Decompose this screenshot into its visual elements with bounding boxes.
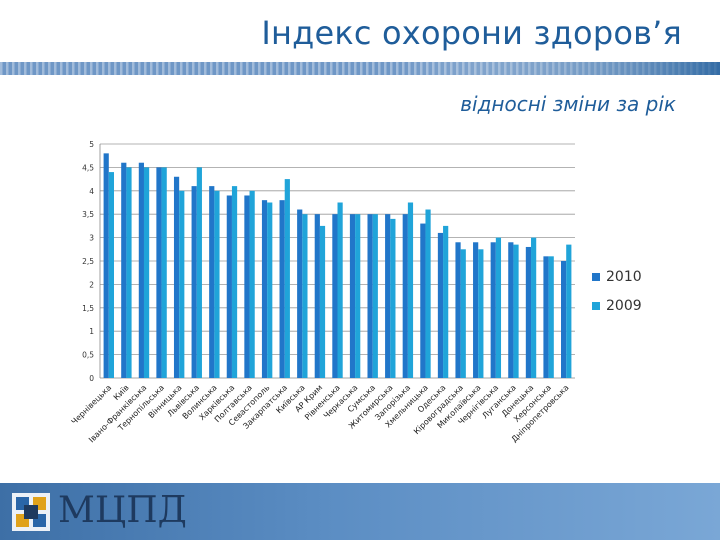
- chart-subtitle: відносні зміни за рік: [460, 92, 676, 116]
- bar-2009: [108, 172, 114, 378]
- y-tick-label: 3,5: [82, 210, 94, 219]
- bar-2009: [548, 256, 554, 378]
- slide-title: Індекс охорони здоров’я: [261, 14, 682, 52]
- bar-2010: [103, 153, 109, 378]
- bar-2010: [121, 162, 127, 378]
- y-tick-label: 4: [89, 187, 94, 196]
- bar-2009: [161, 167, 167, 378]
- bar-2010: [226, 195, 232, 378]
- bar-2010: [314, 214, 320, 378]
- bar-2009: [566, 244, 572, 378]
- logo-mark-icon: [12, 493, 50, 531]
- bar-2009: [495, 237, 502, 378]
- bars: [103, 153, 572, 378]
- bar-2009: [143, 167, 150, 378]
- bar-2010: [561, 261, 567, 378]
- bar-2009: [319, 225, 326, 378]
- bar-2009: [460, 249, 466, 378]
- bar-2009: [249, 190, 255, 378]
- bar-2010: [261, 200, 268, 378]
- bar-2010: [402, 214, 408, 378]
- bar-2009: [179, 190, 185, 378]
- bar-2009: [478, 249, 484, 378]
- legend-swatch: [592, 273, 600, 281]
- bar-2009: [355, 214, 361, 378]
- bar-2010: [490, 242, 496, 378]
- bar-2010: [543, 256, 549, 378]
- bar-2010: [191, 186, 197, 378]
- bar-2009: [372, 214, 378, 378]
- legend-label: 2009: [606, 298, 642, 314]
- bar-2009: [231, 186, 238, 378]
- bar-2010: [297, 209, 303, 378]
- bar-2010: [385, 214, 391, 378]
- bar-2010: [525, 246, 532, 378]
- bar-2010: [209, 186, 215, 378]
- bar-2010: [279, 200, 285, 378]
- footer-band: [0, 483, 720, 540]
- y-tick-label: 0,5: [82, 351, 94, 360]
- legend-label: 2010: [606, 269, 642, 285]
- legend: 2010 2009: [592, 269, 642, 314]
- bar-2009: [425, 209, 431, 378]
- bar-2009: [267, 202, 273, 378]
- bar-2010: [473, 242, 479, 378]
- bar-2010: [156, 167, 162, 378]
- bar-2010: [349, 214, 356, 378]
- bar-2010: [455, 242, 461, 378]
- bar-2010: [437, 232, 444, 378]
- bar-2009: [214, 190, 220, 378]
- bar-2010: [244, 195, 250, 378]
- bar-chart: 0 0,5 1 1,5 2 2,5 3 3,5 4 4,5 5 ЧернівецькаКиївІва…: [70, 140, 642, 445]
- x-tick-labels: ЧернівецькаКиївІвано-ФранківськаТернопіл…: [70, 383, 571, 445]
- y-tick-label: 1,5: [82, 304, 94, 313]
- y-tick-label: 2: [89, 280, 94, 289]
- y-tick-label: 3: [89, 234, 94, 243]
- bar-2010: [420, 223, 426, 378]
- y-tick-label: 4,5: [82, 163, 94, 172]
- bar-2009: [531, 237, 537, 378]
- bar-2009: [126, 167, 132, 378]
- bar-2009: [390, 218, 396, 378]
- bar-2010: [332, 214, 338, 378]
- bar-2009: [337, 202, 343, 378]
- logo: МЦПД: [12, 490, 187, 534]
- y-tick-label: 5: [89, 140, 94, 149]
- bar-2009: [443, 225, 449, 378]
- bar-2009: [302, 214, 308, 378]
- bar-2010: [508, 242, 514, 378]
- bar-2010: [367, 214, 373, 378]
- logo-text: МЦПД: [58, 490, 187, 531]
- bar-2010: [138, 162, 144, 378]
- y-tick-label: 0: [89, 374, 94, 383]
- bar-2009: [513, 244, 519, 378]
- bar-2009: [284, 179, 290, 378]
- legend-swatch: [592, 302, 600, 310]
- y-tick-label: 1: [89, 327, 94, 336]
- y-tick-labels: 0 0,5 1 1,5 2 2,5 3 3,5 4 4,5 5: [82, 140, 94, 383]
- bar-2009: [196, 167, 202, 378]
- bar-2010: [173, 176, 180, 378]
- header-stripe-band: [0, 62, 720, 75]
- y-tick-label: 2,5: [82, 257, 94, 266]
- bar-2009: [407, 202, 414, 378]
